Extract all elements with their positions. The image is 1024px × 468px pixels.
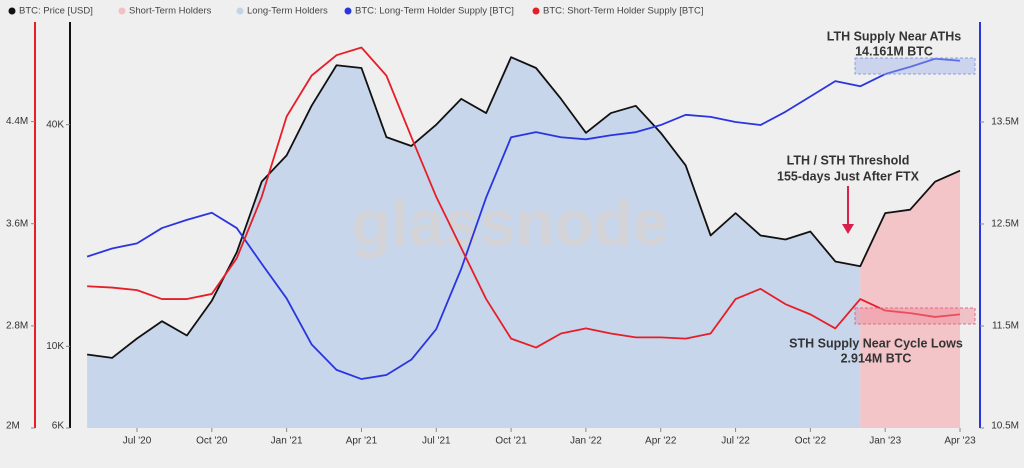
annotation: 2.914M BTC — [841, 351, 912, 365]
x-tick-label: Jul '20 — [123, 436, 152, 447]
legend-swatch — [344, 7, 352, 15]
lth-tick-label: 11.5M — [992, 321, 1019, 332]
x-tick-label: Apr '21 — [346, 436, 378, 447]
watermark: glassnode — [352, 187, 669, 259]
lth-tick-label: 12.5M — [991, 219, 1019, 230]
series-line — [86, 56, 961, 359]
price-tick-label: 6K — [52, 421, 65, 432]
x-tick-label: Jul '22 — [721, 436, 750, 447]
x-tick-label: Jul '21 — [422, 436, 451, 447]
series-line — [86, 57, 961, 380]
legend-label: BTC: Long-Term Holder Supply [BTC] — [355, 6, 514, 17]
x-tick-label: Oct '22 — [795, 436, 827, 447]
lth-tick-label: 13.5M — [991, 117, 1019, 128]
annotation: 155-days Just After FTX — [777, 169, 920, 183]
x-tick-label: Jan '21 — [271, 436, 303, 447]
price-tick-label: 10K — [46, 341, 64, 352]
lth-tick-label: 10.5M — [991, 421, 1019, 432]
x-tick-label: Apr '23 — [944, 436, 976, 447]
holder-area — [860, 170, 961, 429]
holder-area — [87, 57, 861, 428]
series-line — [87, 46, 961, 349]
sth-tick-label: 2.8M — [6, 321, 28, 332]
x-tick-label: Oct '20 — [196, 436, 228, 447]
x-tick-label: Oct '21 — [495, 436, 527, 447]
x-tick-label: Apr '22 — [645, 436, 677, 447]
sth-tick-label: 2M — [6, 421, 20, 432]
threshold-arrowhead — [842, 224, 854, 234]
legend-label: BTC: Price [USD] — [19, 6, 93, 17]
legend-label: Long-Term Holders — [247, 6, 328, 17]
price-tick-label: 40K — [46, 119, 64, 130]
sth-tick-label: 3.6M — [6, 218, 28, 229]
x-tick-label: Jan '22 — [570, 436, 602, 447]
annotation: STH Supply Near Cycle Lows — [789, 336, 963, 350]
sth-tick-label: 4.4M — [6, 116, 28, 127]
legend-swatch — [118, 7, 126, 15]
annotation: LTH Supply Near ATHs — [827, 29, 962, 43]
legend-swatch — [236, 7, 244, 15]
legend-label: Short-Term Holders — [129, 6, 212, 17]
annotation: 14.161M BTC — [855, 44, 933, 58]
sth-highlight-box — [854, 307, 976, 325]
lth-highlight-box — [854, 57, 976, 75]
annotation: LTH / STH Threshold — [787, 153, 910, 167]
legend-label: BTC: Short-Term Holder Supply [BTC] — [543, 6, 704, 17]
legend-swatch — [532, 7, 540, 15]
legend-swatch — [8, 7, 16, 15]
x-tick-label: Jan '23 — [869, 436, 901, 447]
